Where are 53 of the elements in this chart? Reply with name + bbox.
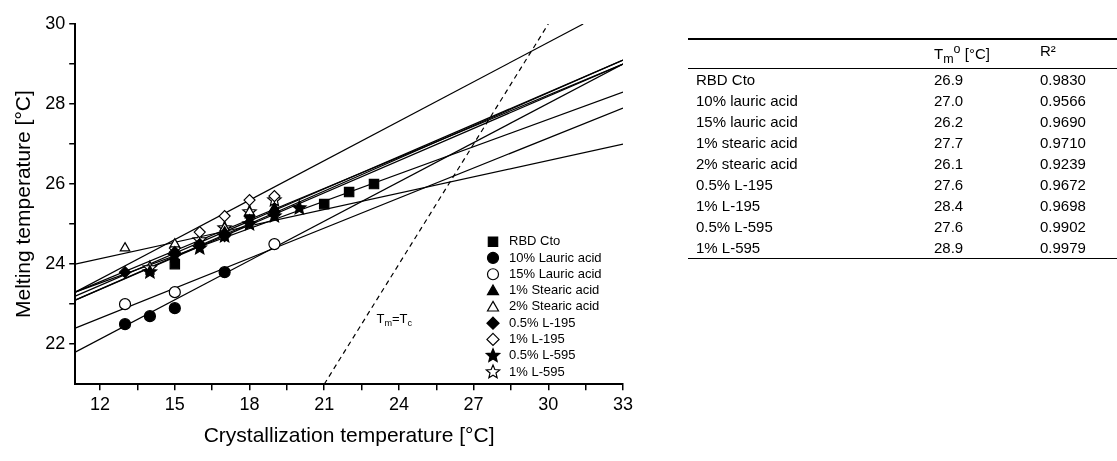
data-label: 0.9690 [1039,112,1087,132]
data-label: 27.7 [933,133,965,153]
legend-label: 0.5% L-595 [509,347,576,363]
y-tick-label: 26 [45,173,66,194]
category-label: 10% lauric acid [695,91,799,111]
data-label: 0.9979 [1039,238,1087,258]
data-label: 27.0 [933,91,965,111]
data-label: 0.9710 [1039,133,1087,153]
x-tick-label: 33 [612,393,634,414]
data-label: 0.9902 [1039,217,1087,237]
category-label: 0.5% L-195 [695,175,774,195]
legend-label: 1% Stearic acid [509,282,600,298]
y-axis-title: Melting temperature [°C] [11,90,35,319]
text: R² [1039,41,1057,61]
data-label: 26.2 [933,112,965,132]
category-label: 15% lauric acid [695,112,799,132]
data-label: 28.4 [933,196,965,216]
data-label: 26.9 [933,70,965,90]
legend-label: 10% Lauric acid [509,249,602,265]
x-tick-label: 12 [90,393,111,414]
data-label: 0.9672 [1039,175,1087,195]
legend-label: RBD Cto [509,233,561,249]
data-label: 0.9566 [1039,91,1087,111]
data-label: 27.6 [933,217,965,237]
x-tick-label: 21 [314,393,335,414]
data-label: 27.6 [933,175,965,195]
x-tick-label: 18 [239,393,260,414]
y-tick-label: 30 [45,12,66,33]
category-label: RBD Cto [695,70,757,90]
data-label: 0.9830 [1039,70,1087,90]
data-label: 26.1 [933,154,965,174]
x-axis-title: Crystallization temperature [°C] [203,423,495,447]
legend-label: 15% Lauric acid [509,265,602,281]
data-label: 0.9239 [1039,154,1087,174]
category-label: 1% stearic acid [695,133,799,153]
legend-label: 0.5% L-195 [509,314,576,330]
text: T$_{m}$$^{o}$ [°C] [933,41,991,68]
legend-label: 1% L-595 [509,363,565,379]
x-tick-label: 15 [164,393,185,414]
category-label: 0.5% L-595 [695,217,774,237]
category-label: 1% L-595 [695,238,762,258]
legend-label: 1% L-195 [509,331,565,347]
x-tick-label: 27 [463,393,484,414]
data-label: 0.9698 [1039,196,1087,216]
y-tick-label: 22 [45,333,66,354]
category-label: 2% stearic acid [695,154,799,174]
y-tick-label: 24 [45,253,66,274]
x-tick-label: 30 [538,393,559,414]
data-label: 28.9 [933,238,965,258]
y-tick-label: 28 [45,93,66,114]
legend-label: 2% Stearic acid [509,298,600,314]
category-label: 1% L-195 [695,196,762,216]
x-tick-label: 24 [388,393,409,414]
